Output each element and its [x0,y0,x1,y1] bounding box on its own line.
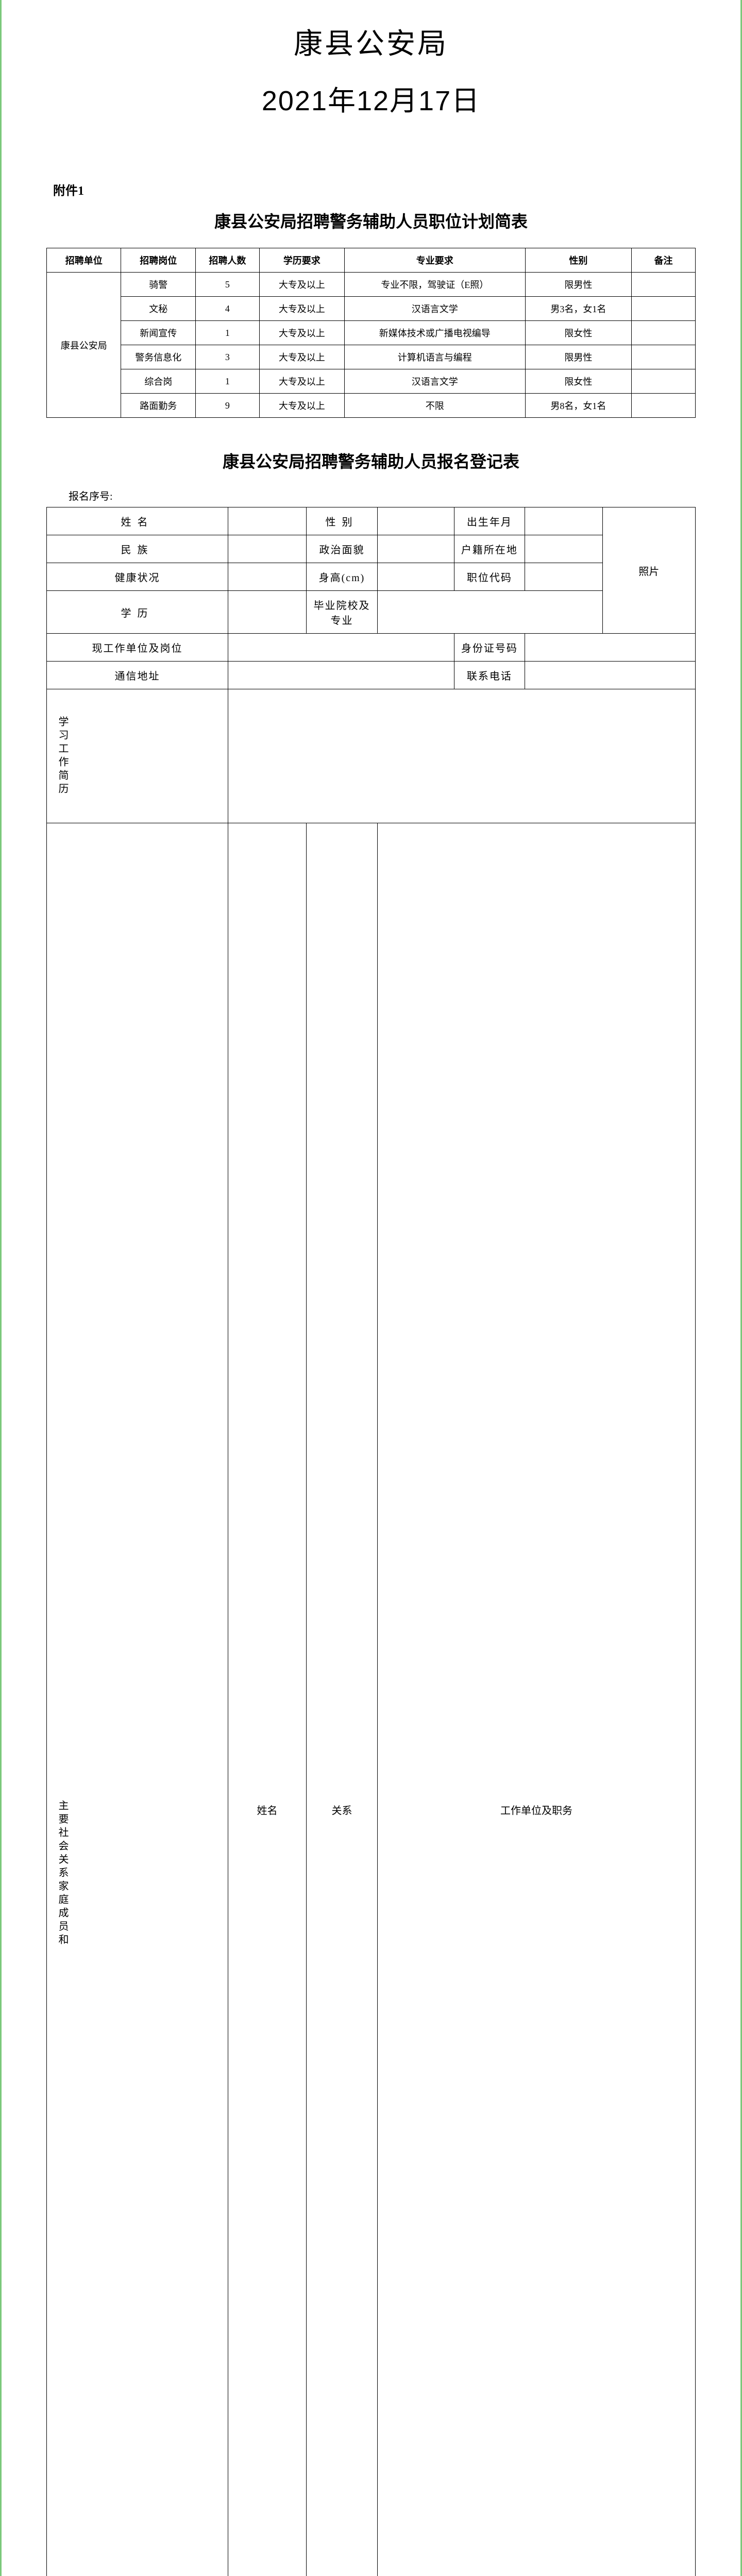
field-domicile [525,535,602,563]
table-row: 学习工作简历 [47,689,696,823]
plan-body: 康县公安局 骑警 5 大专及以上 专业不限，驾驶证（E照） 限男性 文秘4大专及… [47,273,696,418]
label-phone: 联系电话 [454,662,525,689]
field-height [377,563,454,591]
issue-date: 2021年12月17日 [22,62,720,160]
label-edu: 学历 [47,591,228,634]
registration-table: 姓名 性别 出生年月 照片 民族 政治面貌 户籍所在地 健康状况 身高(cm) … [46,507,696,2576]
table-row: 路面勤务9大专及以上不限男8名，女1名 [47,394,696,418]
label-resume: 学习工作简历 [47,689,228,823]
label-family: 主要社会关系家庭成员和 [47,823,228,2576]
label-name: 姓名 [47,507,228,535]
attachment1-label: 附件1 [53,180,720,198]
label-political: 政治面貌 [306,535,377,563]
field-name [228,507,307,535]
plan-header-row: 招聘单位 招聘岗位 招聘人数 学历要求 专业要求 性别 备注 [47,248,696,273]
table-row: 警务信息化3大专及以上计算机语言与编程限男性 [47,345,696,369]
label-school: 毕业院校及专业 [306,591,377,634]
field-ethnic [228,535,307,563]
label-postcode: 职位代码 [454,563,525,591]
label-domicile: 户籍所在地 [454,535,525,563]
field-gender [377,507,454,535]
table-row: 健康状况 身高(cm) 职位代码 [47,563,696,591]
serial-label: 报名序号: [69,488,720,503]
col-post: 招聘岗位 [121,248,195,273]
field-school [377,591,602,634]
page-container: 康县公安局 2021年12月17日 附件1 康县公安局招聘警务辅助人员职位计划简… [0,0,742,2576]
field-edu [228,591,307,634]
table-row: 康县公安局 骑警 5 大专及以上 专业不限，驾驶证（E照） 限男性 [47,273,696,297]
label-height: 身高(cm) [306,563,377,591]
table-row: 文秘4大专及以上汉语言文学男3名，女1名 [47,297,696,321]
field-phone [525,662,696,689]
field-current [228,634,454,662]
field-resume [228,689,696,823]
col-major: 专业要求 [344,248,525,273]
org-title: 康县公安局 [22,0,720,62]
label-address: 通信地址 [47,662,228,689]
table-row: 通信地址 联系电话 [47,662,696,689]
field-political [377,535,454,563]
fam-col-name: 姓名 [228,823,307,2576]
registration-title: 康县公安局招聘警务辅助人员报名登记表 [22,449,720,472]
photo-cell: 照片 [602,507,695,634]
label-current: 现工作单位及岗位 [47,634,228,662]
col-note: 备注 [632,248,696,273]
col-edu: 学历要求 [259,248,344,273]
fam-col-work: 工作单位及职务 [377,823,695,2576]
table-row: 现工作单位及岗位 身份证号码 [47,634,696,662]
plan-table-title: 康县公安局招聘警务辅助人员职位计划简表 [22,209,720,232]
field-idcard [525,634,696,662]
plan-table: 招聘单位 招聘岗位 招聘人数 学历要求 专业要求 性别 备注 康县公安局 骑警 … [46,248,696,418]
table-row: 主要社会关系家庭成员和 姓名 关系 工作单位及职务 [47,823,696,2576]
table-row: 姓名 性别 出生年月 照片 [47,507,696,535]
col-gender: 性别 [525,248,631,273]
label-gender: 性别 [306,507,377,535]
col-count: 招聘人数 [195,248,259,273]
field-health [228,563,307,591]
label-health: 健康状况 [47,563,228,591]
unit-cell: 康县公安局 [47,273,121,418]
field-address [228,662,454,689]
table-row: 综合岗1大专及以上汉语言文学限女性 [47,369,696,394]
table-row: 民族 政治面貌 户籍所在地 [47,535,696,563]
table-row: 新闻宣传1大专及以上新媒体技术或广播电视编导限女性 [47,321,696,345]
fam-col-rel: 关系 [306,823,377,2576]
table-row: 学历 毕业院校及专业 [47,591,696,634]
label-birth: 出生年月 [454,507,525,535]
field-birth [525,507,602,535]
field-postcode [525,563,602,591]
label-ethnic: 民族 [47,535,228,563]
col-unit: 招聘单位 [47,248,121,273]
label-idcard: 身份证号码 [454,634,525,662]
